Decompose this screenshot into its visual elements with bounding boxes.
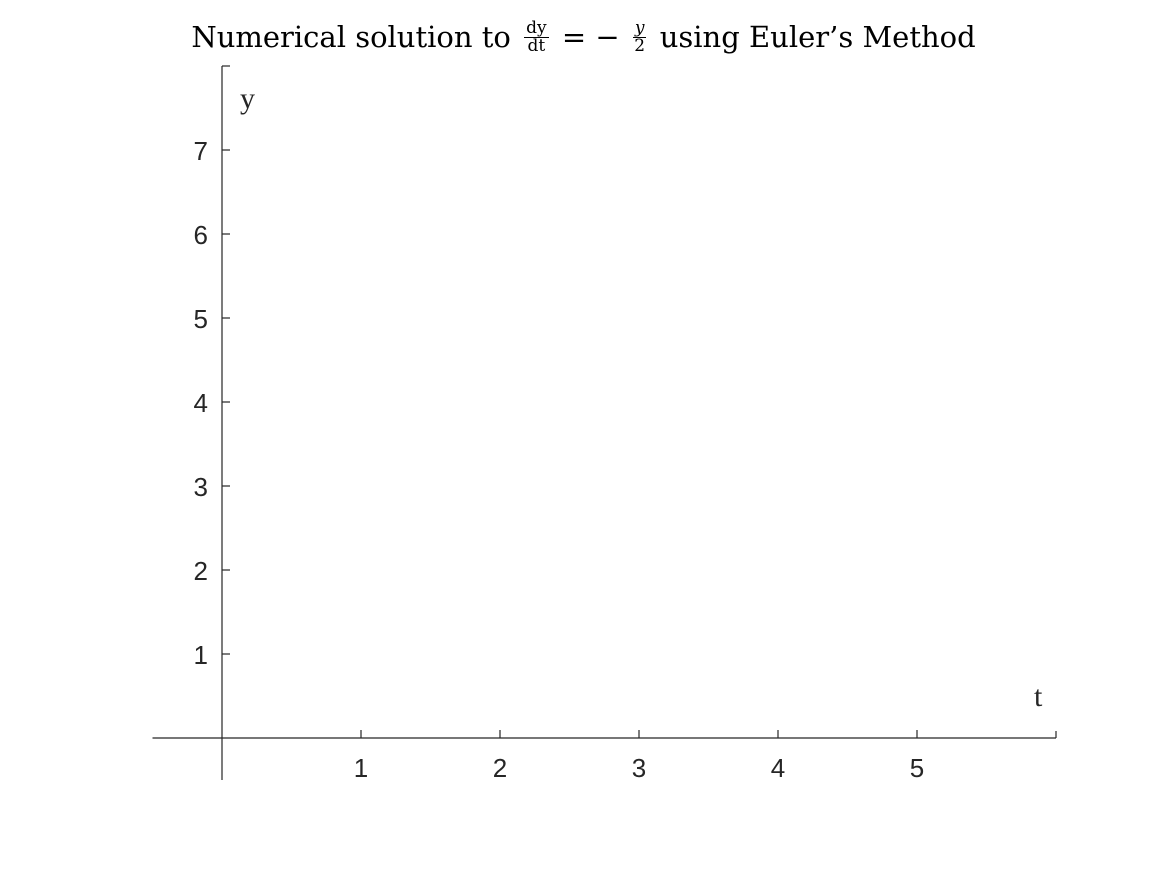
fraction-denominator: dt	[527, 35, 546, 56]
y-tick-label: 3	[194, 472, 208, 502]
x-tick-label: 3	[632, 753, 646, 783]
y-tick-label: 4	[194, 388, 208, 418]
title-fraction-y-2: y 2	[632, 17, 647, 56]
title-prefix: Numerical solution to	[191, 20, 511, 54]
x-axis-label: t	[1034, 680, 1043, 713]
y-tick-label: 7	[194, 136, 208, 166]
y-tick-label: 5	[194, 304, 208, 334]
y-tick-label: 6	[194, 220, 208, 250]
x-tick-label: 5	[910, 753, 924, 783]
x-tick-label: 2	[493, 753, 507, 783]
chart-title: Numerical solution to dy dt = − y 2 usin…	[0, 18, 1167, 55]
fraction-numerator: y	[632, 17, 647, 38]
title-suffix: using Euler’s Method	[659, 20, 976, 54]
title-middle: = −	[561, 20, 620, 54]
x-tick-label: 4	[771, 753, 785, 783]
fraction-denominator: 2	[634, 35, 646, 56]
fraction-numerator: dy	[524, 17, 549, 38]
y-axis-label: y	[240, 82, 255, 115]
y-tick-label: 2	[194, 556, 208, 586]
y-tick-label: 1	[194, 640, 208, 670]
title-fraction-dy-dt: dy dt	[524, 17, 549, 56]
x-tick-label: 1	[354, 753, 368, 783]
